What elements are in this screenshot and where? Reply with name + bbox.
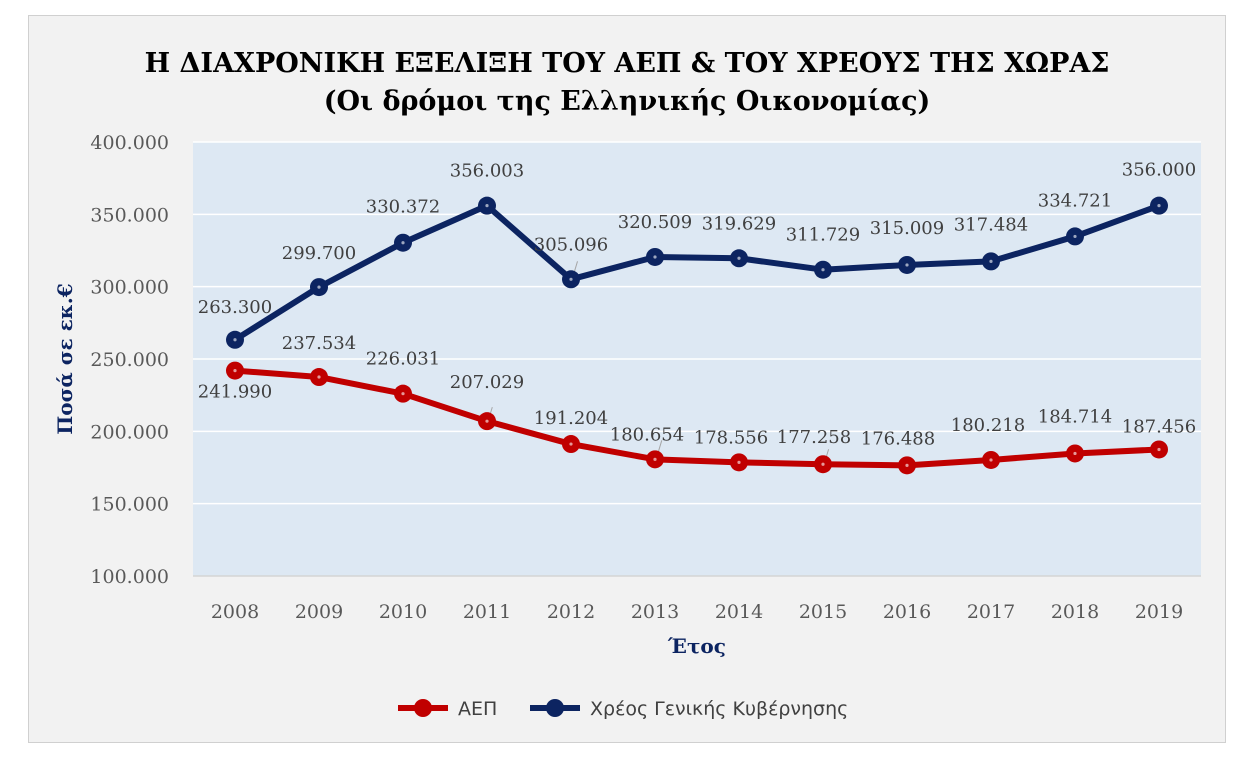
data-point-highlight <box>485 204 489 208</box>
data-point-highlight <box>569 442 573 446</box>
y-axis-title: Ποσά σε εκ.€ <box>53 283 77 434</box>
x-tick-label: 2011 <box>463 601 511 623</box>
x-tick-label: 2019 <box>1135 601 1183 623</box>
data-label: 177.258 <box>777 427 851 448</box>
data-point-highlight <box>653 457 657 461</box>
data-label: 184.714 <box>1038 406 1112 427</box>
data-point-highlight <box>317 375 321 379</box>
data-label: 226.031 <box>366 349 440 370</box>
data-point-highlight <box>905 263 909 267</box>
data-point-highlight <box>653 255 657 259</box>
data-point-highlight <box>485 419 489 423</box>
data-label: 237.534 <box>282 333 356 354</box>
data-label: 178.556 <box>694 427 768 448</box>
data-label: 207.029 <box>450 372 524 393</box>
data-label: 356.000 <box>1122 160 1196 181</box>
legend-label: Χρέος Γενικής Κυβέρνησης <box>590 698 848 720</box>
data-label: 305.096 <box>534 234 608 255</box>
legend-swatch-marker <box>414 699 432 717</box>
data-label: 180.654 <box>610 424 684 445</box>
data-point-highlight <box>569 277 573 281</box>
data-label: 263.300 <box>198 297 272 318</box>
data-point-highlight <box>821 268 825 272</box>
x-tick-label: 2017 <box>967 601 1015 623</box>
data-label: 180.218 <box>951 415 1025 436</box>
data-label: 315.009 <box>870 218 944 239</box>
data-point-highlight <box>989 259 993 263</box>
data-point-highlight <box>1157 204 1161 208</box>
data-label: 356.003 <box>450 161 524 182</box>
data-label: 330.372 <box>366 197 440 218</box>
chart-title: Η ΔΙΑΧΡΟΝΙΚΗ ΕΞΕΛΙΞΗ ΤΟΥ ΑΕΠ & ΤΟΥ ΧΡΕΟΥ… <box>145 48 1110 79</box>
data-label: 241.990 <box>198 382 272 403</box>
x-axis-title: Έτος <box>667 634 726 658</box>
y-tick-label: 200.000 <box>90 421 169 443</box>
data-label: 320.509 <box>618 212 692 233</box>
data-label: 311.729 <box>786 225 860 246</box>
data-point-highlight <box>233 338 237 342</box>
data-label: 317.484 <box>954 214 1028 235</box>
data-point-highlight <box>317 285 321 289</box>
data-point-highlight <box>737 256 741 260</box>
legend-swatch-marker <box>546 699 564 717</box>
data-point-highlight <box>989 458 993 462</box>
data-label: 187.456 <box>1122 416 1196 437</box>
y-tick-label: 150.000 <box>90 494 169 516</box>
data-label: 191.204 <box>534 408 608 429</box>
x-tick-label: 2010 <box>379 601 427 623</box>
x-tick-label: 2016 <box>883 601 931 623</box>
data-label: 299.700 <box>282 243 356 264</box>
x-tick-label: 2012 <box>547 601 595 623</box>
data-point-highlight <box>737 460 741 464</box>
data-label: 334.721 <box>1038 190 1112 211</box>
x-tick-label: 2013 <box>631 601 679 623</box>
data-point-highlight <box>1073 451 1077 456</box>
chart-subtitle: (Οι δρόμοι της Ελληνικής Οικονομίας) <box>324 86 931 117</box>
x-tick-label: 2008 <box>211 601 259 623</box>
x-tick-label: 2014 <box>715 601 763 623</box>
data-label: 319.629 <box>702 213 776 234</box>
series-line <box>233 202 1161 343</box>
legend-label: ΑΕΠ <box>458 698 497 720</box>
data-point-highlight <box>1073 234 1077 239</box>
x-tick-label: 2009 <box>295 601 343 623</box>
x-tick-label: 2015 <box>799 601 847 623</box>
data-point-highlight <box>233 368 237 373</box>
data-point-highlight <box>821 462 825 466</box>
data-point-highlight <box>401 392 405 396</box>
x-tick-label: 2018 <box>1051 601 1099 623</box>
y-tick-label: 300.000 <box>90 277 169 299</box>
series-line <box>234 367 1160 469</box>
y-tick-label: 350.000 <box>90 204 169 226</box>
data-point-highlight <box>905 463 909 467</box>
y-tick-label: 250.000 <box>90 349 169 371</box>
legend: ΑΕΠ Χρέος Γενικής Κυβέρνησης <box>398 698 848 720</box>
y-tick-label: 100.000 <box>90 566 169 588</box>
data-point-highlight <box>401 241 405 245</box>
data-point-highlight <box>1157 447 1161 452</box>
y-tick-label: 400.000 <box>90 132 169 154</box>
data-label: 176.488 <box>861 428 935 449</box>
